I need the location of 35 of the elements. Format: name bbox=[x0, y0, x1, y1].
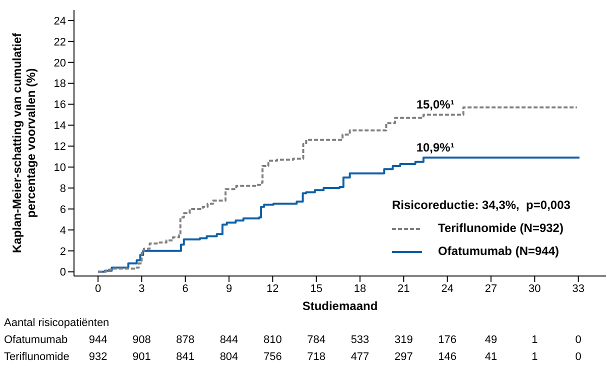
y-tick-label: 8 bbox=[60, 182, 66, 195]
x-tick-label: 18 bbox=[354, 282, 366, 295]
annotation: 10,9%¹ bbox=[416, 140, 454, 155]
legend-title: Risicoreductie: 34,3%, p=0,003 bbox=[392, 197, 570, 214]
y-tick-label: 24 bbox=[54, 15, 66, 28]
x-tick-label: 0 bbox=[94, 282, 102, 295]
x-tick-label: 27 bbox=[484, 282, 498, 295]
y-tick-label: 16 bbox=[54, 99, 66, 112]
text: Ofatumumab 944 908 878 844 810 784 533 319 176 49 1 0 bbox=[4, 334, 582, 346]
y-tick-label: 14 bbox=[54, 120, 66, 132]
legend-label: Ofatumumab (N=944) bbox=[438, 243, 560, 260]
y-tick-label: 2 bbox=[60, 246, 66, 258]
x-tick-label: 6 bbox=[182, 282, 188, 295]
x-tick-label: 21 bbox=[398, 282, 410, 295]
annotation: 15,0%¹ bbox=[416, 98, 454, 112]
y-tick-label: 6 bbox=[60, 204, 66, 216]
y-tick-label: 12 bbox=[54, 141, 66, 154]
text: Teriflunomide 932 901 841 804 756 718 477 297 146 41 1 0 bbox=[4, 351, 582, 363]
y-tick-label: 0 bbox=[60, 266, 66, 279]
x-tick-label: 9 bbox=[226, 282, 232, 295]
x-tick-label: 15 bbox=[310, 282, 322, 295]
y-tick-label: 18 bbox=[54, 78, 66, 90]
y-tick-label: 20 bbox=[54, 57, 66, 70]
y-axis-title: Kaplan-Meier-schatting van cumulatief percentage voorvallen (%) bbox=[10, 32, 38, 254]
legend-label: Teriflunomide (N=932) bbox=[438, 220, 564, 237]
x-tick-label: 30 bbox=[528, 282, 541, 295]
text: Aantal risicopatiënten bbox=[4, 317, 110, 329]
x-tick-label: 24 bbox=[441, 282, 454, 295]
x-tick-label: 12 bbox=[266, 282, 279, 295]
x-tick-label: 33 bbox=[572, 282, 584, 295]
y-tick-label: 22 bbox=[54, 36, 66, 48]
x-axis-title: Studiemaand bbox=[302, 299, 378, 313]
y-tick-label: 4 bbox=[60, 224, 66, 237]
x-tick-label: 3 bbox=[138, 282, 145, 295]
y-tick-label: 10 bbox=[54, 162, 66, 174]
